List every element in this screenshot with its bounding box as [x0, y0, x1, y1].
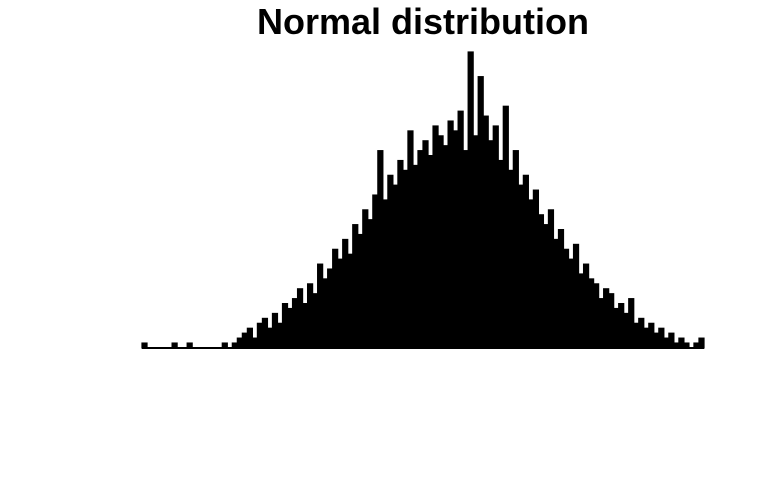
- bar: [437, 135, 444, 349]
- bar: [492, 125, 499, 349]
- bar: [432, 125, 439, 349]
- bar: [407, 130, 414, 349]
- bar: [613, 307, 620, 349]
- bar: [663, 337, 670, 349]
- bar: [291, 298, 299, 349]
- bar: [623, 312, 630, 349]
- bar: [668, 332, 675, 349]
- bar: [542, 224, 550, 349]
- bar: [638, 317, 645, 349]
- bar: [367, 219, 374, 349]
- bar: [327, 268, 334, 349]
- bar: [467, 51, 474, 349]
- bar: [251, 337, 259, 349]
- bar: [462, 150, 469, 349]
- bar: [593, 283, 600, 349]
- bar: [582, 263, 590, 349]
- bar: [402, 169, 409, 349]
- bar: [477, 76, 484, 349]
- bar: [658, 327, 665, 349]
- bar: [487, 140, 494, 349]
- bar: [312, 293, 319, 349]
- bar: [261, 317, 269, 349]
- bar: [447, 120, 454, 349]
- bar: [296, 288, 304, 349]
- bar: [457, 110, 464, 349]
- bar: [422, 140, 429, 349]
- bar: [332, 248, 339, 349]
- bar: [362, 209, 369, 349]
- bar: [678, 337, 685, 349]
- bar: [337, 258, 344, 349]
- bar: [557, 229, 565, 349]
- chart-title: Normal distribution: [257, 1, 589, 42]
- bar: [648, 322, 655, 349]
- bar: [517, 184, 524, 349]
- bar: [547, 209, 555, 349]
- bar: [246, 327, 253, 349]
- bar: [698, 337, 705, 349]
- bar: [271, 312, 279, 349]
- bar: [372, 194, 379, 349]
- bar: [412, 164, 419, 349]
- bar: [281, 303, 289, 349]
- bar: [482, 115, 489, 349]
- bar: [643, 327, 650, 349]
- bar: [608, 293, 615, 349]
- bar: [587, 278, 595, 349]
- bar: [387, 174, 394, 349]
- bar: [572, 243, 580, 349]
- bar: [552, 238, 560, 349]
- bar: [266, 327, 274, 349]
- bar: [598, 298, 605, 349]
- bar: [397, 159, 404, 349]
- bar: [497, 159, 504, 349]
- bar: [562, 248, 570, 349]
- bar: [567, 258, 575, 349]
- bar: [306, 283, 314, 349]
- bar: [442, 145, 449, 349]
- bar: [392, 184, 399, 349]
- bar: [286, 307, 294, 349]
- bar: [653, 332, 660, 349]
- bar: [527, 199, 534, 349]
- bar: [342, 238, 349, 349]
- bar: [472, 135, 479, 349]
- bar: [577, 273, 585, 349]
- bar: [357, 233, 364, 349]
- bar: [352, 224, 359, 349]
- bar: [628, 298, 635, 349]
- bar: [417, 150, 424, 349]
- bars: [141, 51, 705, 349]
- bar: [537, 214, 545, 349]
- bar: [347, 253, 354, 349]
- bar: [618, 303, 625, 349]
- bar: [427, 155, 434, 349]
- bar: [301, 303, 309, 349]
- bar: [322, 278, 329, 349]
- bar: [452, 130, 459, 349]
- bar: [532, 189, 540, 349]
- bar: [276, 322, 284, 349]
- bar: [236, 337, 243, 349]
- bar: [633, 322, 640, 349]
- bar: [317, 263, 324, 349]
- bar: [377, 150, 384, 349]
- bar: [382, 199, 389, 349]
- bar: [512, 150, 519, 349]
- bar: [241, 332, 248, 349]
- bar: [256, 322, 264, 349]
- bar: [522, 174, 529, 349]
- bar: [502, 105, 509, 349]
- bar: [507, 169, 514, 349]
- bar: [603, 288, 610, 349]
